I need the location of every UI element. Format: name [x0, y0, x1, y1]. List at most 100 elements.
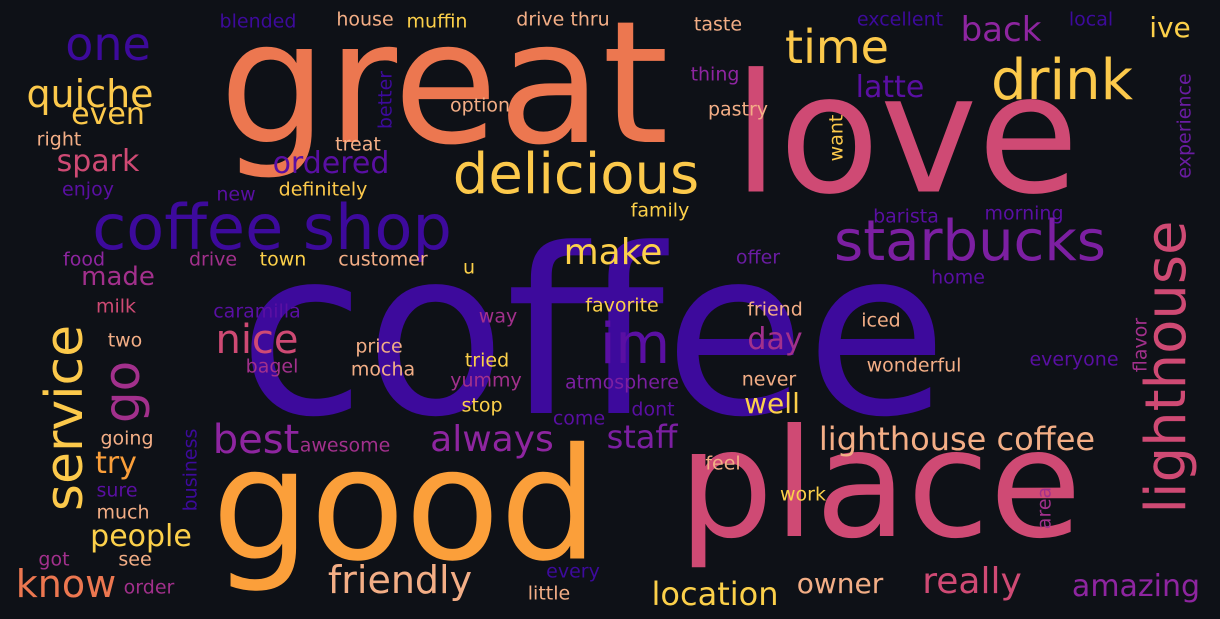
word-sure: sure	[96, 479, 138, 502]
word-much: much	[96, 501, 150, 524]
word-order: order	[123, 576, 175, 599]
word-ive: ive	[1149, 11, 1191, 44]
word-atmosphere: atmosphere	[565, 371, 679, 394]
word-u: u	[462, 256, 476, 279]
word-yummy: yummy	[450, 369, 522, 392]
word-experience: experience	[1173, 73, 1196, 179]
word-price: price	[355, 335, 403, 358]
word-enjoy: enjoy	[62, 178, 114, 201]
word-really: really	[922, 561, 1022, 602]
word-amazing: amazing	[1071, 569, 1201, 604]
word-home: home	[931, 266, 985, 289]
word-quiche: quiche	[26, 72, 154, 116]
word-treat: treat	[335, 133, 381, 156]
word-blended: blended	[219, 10, 297, 33]
word-want: want	[825, 114, 848, 162]
word-people: people	[90, 519, 192, 554]
word-good: good	[211, 414, 599, 596]
word-work: work	[780, 483, 826, 506]
word-friend: friend	[747, 298, 803, 321]
word-coffee-shop: coffee shop	[92, 191, 452, 264]
word-make: make	[563, 232, 663, 273]
word-food: food	[63, 248, 105, 271]
word-awesome: awesome	[299, 434, 391, 457]
word-better: better	[374, 70, 397, 130]
word-little: little	[527, 582, 571, 605]
word-definitely: definitely	[278, 178, 368, 201]
word-business: business	[179, 428, 202, 512]
word-one: one	[65, 17, 151, 71]
word-see: see	[118, 548, 152, 571]
word-go: go	[93, 360, 151, 424]
word-location: location	[651, 575, 779, 613]
word-lighthouse-coffee: lighthouse coffee	[818, 420, 1096, 458]
word-best: best	[212, 417, 300, 463]
word-taste: taste	[693, 13, 743, 36]
word-place: place	[678, 398, 1082, 572]
word-mocha: mocha	[350, 358, 416, 381]
word-latte: latte	[855, 70, 925, 105]
word-great: great	[219, 0, 669, 183]
word-muffin: muffin	[406, 10, 468, 33]
word-drive-thru: drive thru	[516, 8, 610, 31]
word-area: area	[1033, 486, 1056, 530]
word-every: every	[546, 560, 600, 583]
word-im: im	[599, 312, 671, 377]
word-offer: offer	[735, 246, 781, 269]
word-barista: barista	[873, 205, 939, 228]
word-delicious: delicious	[452, 142, 700, 207]
word-new: new	[216, 183, 256, 206]
word-morning: morning	[984, 202, 1064, 225]
word-house: house	[336, 8, 394, 31]
word-spark: spark	[56, 144, 140, 179]
word-wonderful: wonderful	[866, 354, 962, 377]
word-bagel: bagel	[245, 355, 299, 378]
word-two: two	[107, 329, 143, 352]
word-always: always	[430, 419, 554, 460]
word-favorite: favorite	[585, 294, 659, 317]
word-back: back	[960, 10, 1042, 50]
word-customer: customer	[338, 248, 428, 271]
word-nice: nice	[215, 317, 299, 363]
word-know: know	[15, 562, 117, 606]
word-drive: drive	[188, 248, 238, 271]
word-milk: milk	[95, 295, 137, 318]
word-local: local	[1068, 8, 1114, 31]
word-drink: drink	[990, 48, 1134, 113]
word-town: town	[259, 248, 307, 271]
word-caramilla: caramilla	[213, 300, 301, 323]
word-iced: iced	[861, 309, 901, 332]
word-family: family	[630, 199, 690, 222]
word-day: day	[747, 322, 803, 357]
word-dont: dont	[631, 398, 675, 421]
word-flavor: flavor	[1129, 317, 1152, 373]
word-starbucks: starbucks	[834, 209, 1106, 274]
word-ordered: ordered	[272, 146, 390, 181]
word-thing: thing	[690, 63, 740, 86]
word-got: got	[38, 548, 70, 571]
word-service: service	[35, 324, 95, 512]
word-excellent: excellent	[856, 8, 944, 31]
word-way: way	[478, 305, 518, 328]
word-pastry: pastry	[707, 98, 769, 121]
word-everyone: everyone	[1029, 348, 1119, 371]
word-made: made	[81, 262, 155, 292]
word-right: right	[36, 128, 82, 151]
word-never: never	[741, 368, 797, 391]
word-feel: feel	[705, 452, 741, 475]
word-time: time	[785, 20, 889, 74]
word-tried: tried	[464, 349, 510, 372]
word-coffee: coffee	[238, 201, 948, 468]
word-try: try	[95, 446, 137, 481]
word-friendly: friendly	[327, 558, 473, 602]
word-even: even	[71, 97, 145, 132]
word-stop: stop	[461, 394, 503, 417]
word-owner: owner	[796, 567, 884, 600]
word-love: love	[733, 38, 1079, 231]
word-staff: staff	[606, 418, 678, 456]
word-option: option	[449, 94, 511, 117]
word-come: come	[552, 407, 606, 430]
word-going: going	[100, 427, 154, 450]
word-well: well	[744, 387, 800, 420]
